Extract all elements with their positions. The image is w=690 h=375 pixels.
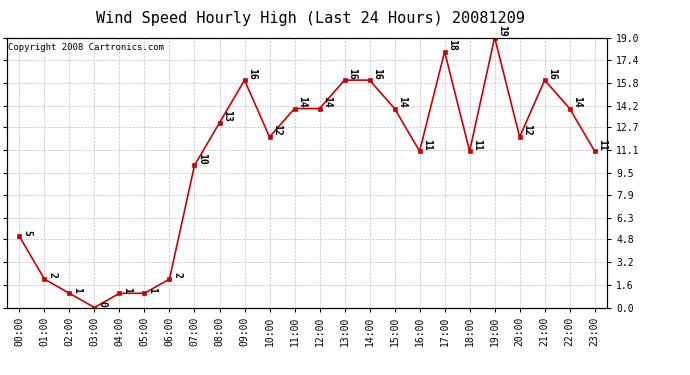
Text: 19: 19 (497, 25, 507, 37)
Text: 2: 2 (47, 272, 57, 278)
Text: 11: 11 (422, 139, 433, 150)
Text: 14: 14 (322, 96, 333, 108)
Text: 16: 16 (347, 68, 357, 80)
Text: 18: 18 (447, 39, 457, 51)
Text: 16: 16 (247, 68, 257, 80)
Text: 14: 14 (297, 96, 307, 108)
Text: 14: 14 (397, 96, 407, 108)
Text: 2: 2 (172, 272, 182, 278)
Text: Copyright 2008 Cartronics.com: Copyright 2008 Cartronics.com (8, 43, 164, 52)
Text: 1: 1 (72, 286, 82, 292)
Text: 14: 14 (573, 96, 582, 108)
Text: 10: 10 (197, 153, 207, 165)
Text: 16: 16 (547, 68, 558, 80)
Text: 13: 13 (222, 110, 233, 122)
Text: 16: 16 (373, 68, 382, 80)
Text: 11: 11 (473, 139, 482, 150)
Text: 12: 12 (273, 124, 282, 136)
Text: 0: 0 (97, 301, 107, 307)
Text: Wind Speed Hourly High (Last 24 Hours) 20081209: Wind Speed Hourly High (Last 24 Hours) 2… (96, 11, 525, 26)
Text: 1: 1 (147, 286, 157, 292)
Text: 11: 11 (598, 139, 607, 150)
Text: 1: 1 (122, 286, 132, 292)
Text: 12: 12 (522, 124, 533, 136)
Text: 5: 5 (22, 230, 32, 236)
